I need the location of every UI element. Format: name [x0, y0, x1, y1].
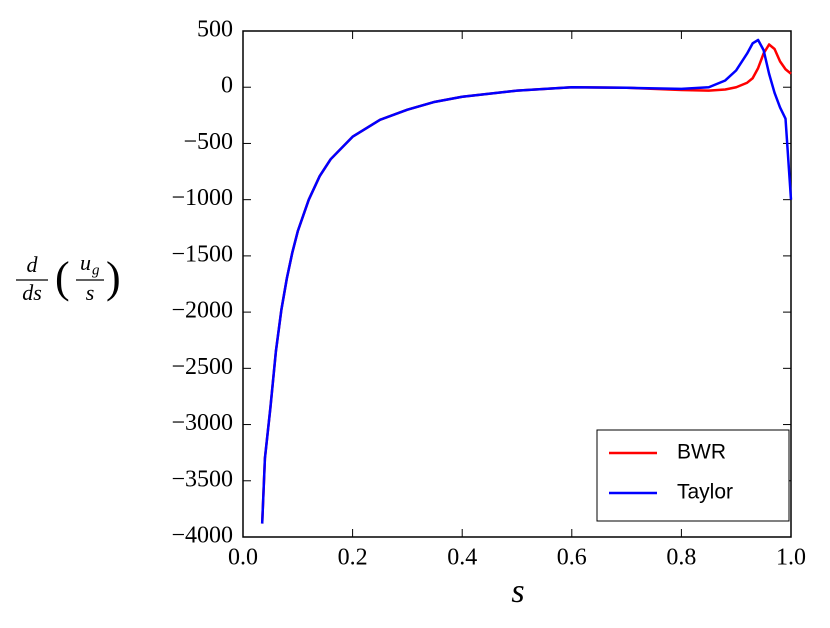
legend-label: Taylor: [677, 481, 733, 504]
y-tick-label: −500: [183, 129, 233, 155]
legend-box: [596, 429, 790, 522]
y-tick-label: 0: [221, 73, 233, 99]
y-tick-label: −3500: [171, 466, 233, 492]
y-label-part: s: [86, 280, 95, 305]
y-label-part: u: [80, 250, 91, 275]
x-tick-label: 0.4: [447, 545, 477, 571]
y-label-paren: (: [55, 253, 70, 302]
y-tick-label: −3000: [171, 410, 233, 436]
line-series: [260, 38, 793, 524]
y-tick-label: −2500: [171, 354, 233, 380]
legend: BWR Taylor: [596, 429, 790, 522]
legend-label: BWR: [677, 441, 726, 464]
x-tick-label: 1.0: [776, 545, 806, 571]
y-tick-label: −1500: [171, 241, 233, 267]
x-axis-label: s: [511, 573, 524, 610]
y-label-part: g: [92, 262, 100, 278]
y-tick-label: 500: [197, 17, 233, 43]
plot-frame: [242, 30, 792, 538]
y-tick-label: −2000: [171, 298, 233, 324]
y-axis-label: d ds ( u g s ): [16, 250, 121, 305]
x-tick-label: 0.8: [666, 545, 696, 571]
x-tick-label: 0.0: [228, 545, 258, 571]
y-tick-label: −4000: [171, 523, 233, 549]
y-label-part: ds: [22, 280, 42, 305]
y-label-paren: ): [106, 253, 121, 302]
y-tick-label: −1000: [171, 185, 233, 211]
x-tick-label: 0.6: [557, 545, 587, 571]
x-tick-label: 0.2: [338, 545, 368, 571]
y-label-part: d: [27, 252, 39, 277]
